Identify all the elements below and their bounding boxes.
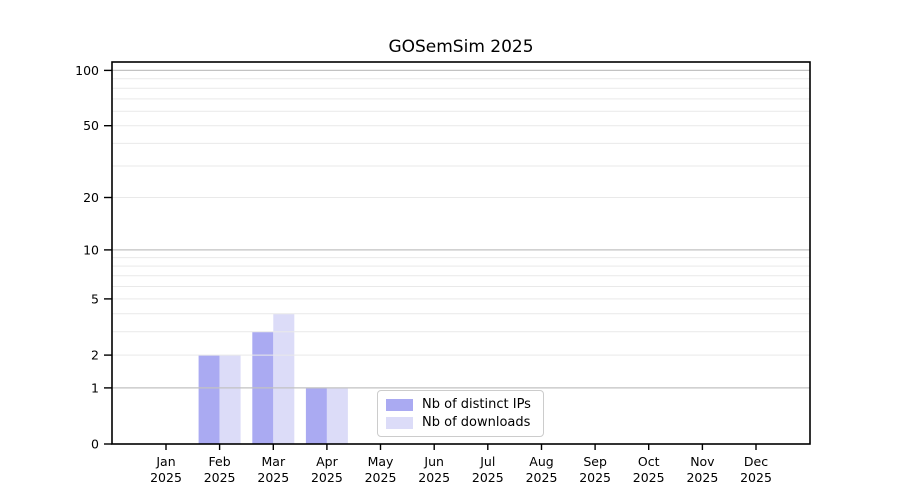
x-tick-label-month: Feb (209, 454, 231, 469)
x-tick-label-year: 2025 (686, 470, 718, 485)
y-tick-label: 0 (91, 437, 99, 452)
grid-layer (112, 69, 810, 389)
legend: Nb of distinct IPs Nb of downloads (377, 390, 544, 437)
bars-layer (198, 313, 348, 444)
x-tick-label-year: 2025 (150, 470, 182, 485)
axes-layer (104, 61, 811, 450)
bar-apr-downloads (326, 387, 348, 444)
legend-label-distinct-ips: Nb of distinct IPs (422, 397, 531, 412)
bar-mar-downloads (273, 313, 295, 444)
y-tick-label: 50 (83, 118, 99, 133)
x-tick-label-month: Dec (744, 454, 768, 469)
y-tick-label: 10 (83, 242, 99, 257)
axis-labels-layer: 0125102050100Jan2025Feb2025Mar2025Apr202… (75, 63, 772, 485)
x-tick-label-month: Oct (638, 454, 660, 469)
x-tick-label-month: Aug (529, 454, 553, 469)
x-tick-label-year: 2025 (204, 470, 236, 485)
x-tick-label-month: Mar (262, 454, 286, 469)
x-tick-label-year: 2025 (418, 470, 450, 485)
legend-item-distinct-ips: Nb of distinct IPs (386, 397, 543, 412)
chart-title: GOSemSim 2025 (388, 37, 533, 57)
x-tick-label-month: Sep (583, 454, 607, 469)
y-tick-label: 5 (91, 291, 99, 306)
y-tick-label: 2 (91, 348, 99, 363)
y-tick-label: 100 (75, 63, 99, 78)
y-tick-label: 20 (83, 190, 99, 205)
x-tick-label-month: Apr (316, 454, 338, 469)
legend-swatch-downloads (386, 416, 413, 429)
x-tick-label-month: Jun (423, 454, 444, 469)
x-tick-label-year: 2025 (311, 470, 343, 485)
x-tick-label-month: Jan (155, 454, 175, 469)
x-tick-label-year: 2025 (633, 470, 665, 485)
bar-feb-downloads (219, 355, 241, 444)
legend-swatch-distinct-ips (386, 398, 413, 411)
x-tick-label-year: 2025 (526, 470, 558, 485)
y-tick-label: 1 (91, 380, 99, 395)
bar-feb-distinct-ips (198, 355, 220, 444)
x-tick-label-month: May (368, 454, 394, 469)
x-tick-label-year: 2025 (740, 470, 772, 485)
x-tick-label-year: 2025 (579, 470, 611, 485)
x-tick-label-year: 2025 (472, 470, 504, 485)
legend-label-downloads: Nb of downloads (422, 415, 531, 430)
x-tick-label-year: 2025 (365, 470, 397, 485)
legend-item-downloads: Nb of downloads (386, 415, 543, 430)
bar-apr-distinct-ips (305, 387, 327, 444)
x-tick-label-month: Nov (690, 454, 715, 469)
x-tick-label-year: 2025 (257, 470, 289, 485)
plot-border (111, 61, 811, 445)
x-tick-label-month: Jul (479, 454, 495, 469)
